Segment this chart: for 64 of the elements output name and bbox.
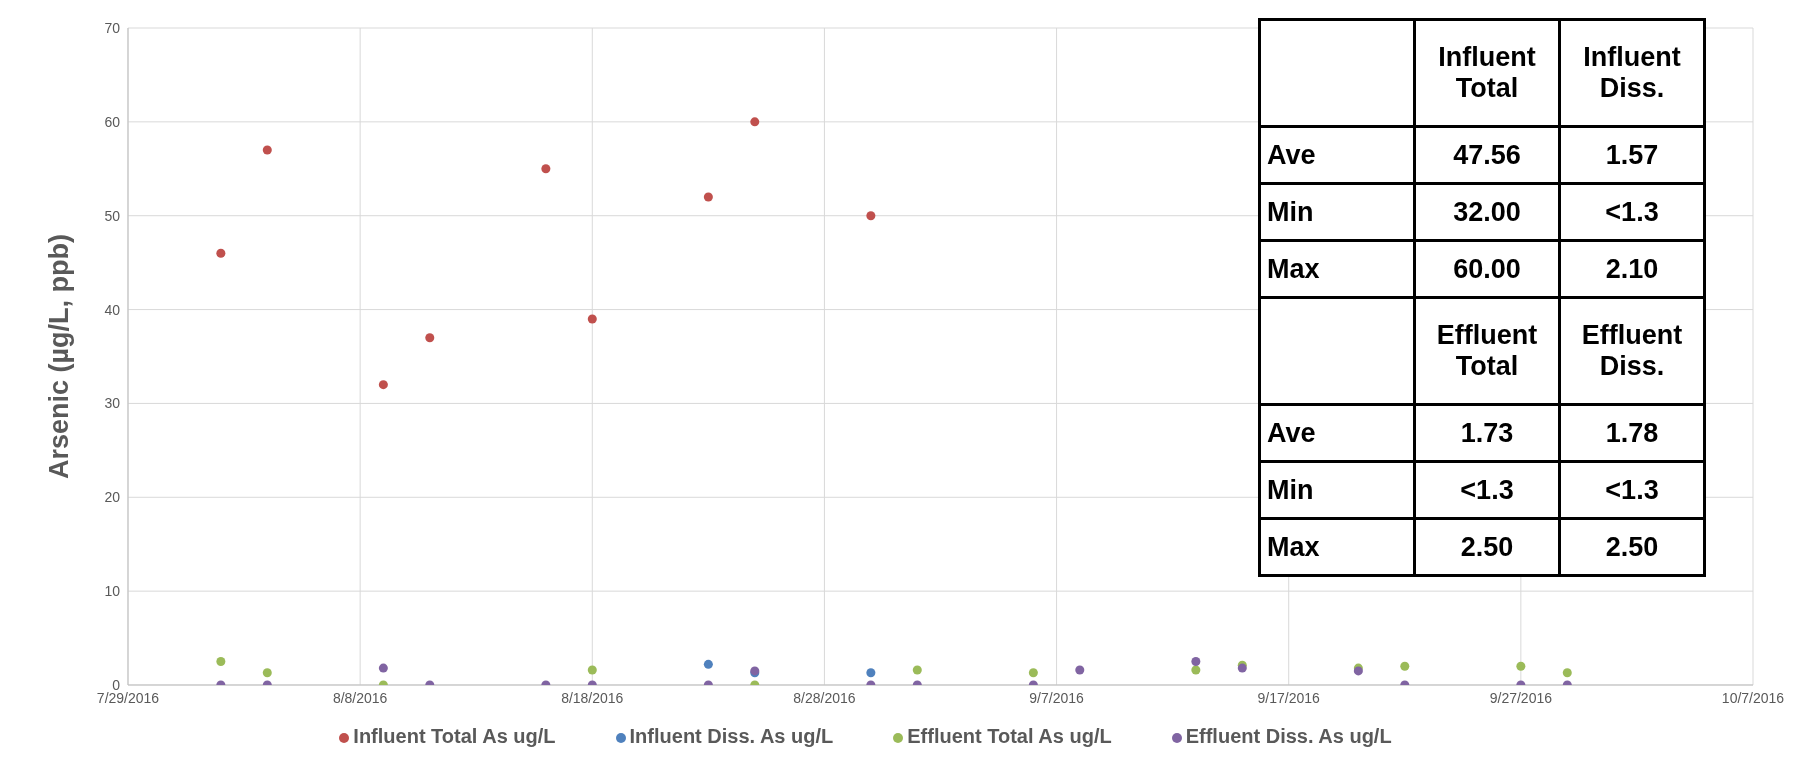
annotation: Effluent Total xyxy=(1414,297,1560,405)
annotation: Influent Total xyxy=(1414,19,1560,127)
point xyxy=(216,248,226,258)
annotation: 32.00 xyxy=(1414,183,1560,241)
annotation: Max xyxy=(1259,240,1415,298)
annotation: <1.3 xyxy=(1559,183,1705,241)
annotation: Min xyxy=(1259,183,1415,241)
legend-label: Effluent Diss. As ug/L xyxy=(1185,725,1392,747)
y-tick-label: 10 xyxy=(104,583,121,600)
point xyxy=(703,192,713,202)
point xyxy=(703,659,713,669)
legend-label: Influent Total As ug/L xyxy=(353,725,556,747)
point xyxy=(262,668,272,678)
y-tick-label: 20 xyxy=(104,489,121,506)
x-tick-label: 9/27/2016 xyxy=(1489,689,1553,706)
x-tick-label: 8/28/2016 xyxy=(793,689,856,706)
x-tick-label: 9/7/2016 xyxy=(1029,689,1085,706)
annotation: <1.3 xyxy=(1559,461,1705,519)
point xyxy=(425,333,435,343)
annotation: Ave xyxy=(1259,404,1415,462)
point xyxy=(262,145,272,155)
annotation: 2.50 xyxy=(1414,518,1560,576)
point xyxy=(1075,665,1085,675)
y-axis-title: Arsenic (µg/L, ppb) xyxy=(43,233,74,480)
x-tick-label: 8/8/2016 xyxy=(332,689,388,706)
annotation: 60.00 xyxy=(1414,240,1560,298)
point xyxy=(378,663,388,673)
annotation: Influent Diss. xyxy=(1559,19,1705,127)
annotation: 1.73 xyxy=(1414,404,1560,462)
x-tick-label: 8/18/2016 xyxy=(561,689,624,706)
x-tick-label: 9/17/2016 xyxy=(1257,689,1321,706)
y-tick-label: 50 xyxy=(104,207,121,224)
point xyxy=(587,665,597,675)
point xyxy=(216,657,226,667)
annotation: Max xyxy=(1259,518,1415,576)
annotation: 1.57 xyxy=(1559,126,1705,184)
annotation: <1.3 xyxy=(1414,461,1560,519)
legend-label: Influent Diss. As ug/L xyxy=(629,725,834,747)
y-tick-label: 60 xyxy=(104,113,121,130)
point xyxy=(912,665,922,675)
y-tick-label: 30 xyxy=(104,395,121,412)
point xyxy=(1562,668,1572,678)
point xyxy=(1191,657,1201,667)
point xyxy=(1191,665,1201,675)
annotation: Ave xyxy=(1259,126,1415,184)
point xyxy=(866,211,876,221)
y-tick-label: 70 xyxy=(104,19,121,36)
annotation: 47.56 xyxy=(1414,126,1560,184)
annotation: 1.78 xyxy=(1559,404,1705,462)
point xyxy=(1400,661,1410,671)
annotation: Effluent Diss. xyxy=(1559,297,1705,405)
point xyxy=(750,117,760,127)
point xyxy=(1028,668,1038,678)
point xyxy=(587,314,597,324)
point xyxy=(378,380,388,390)
annotation: Min xyxy=(1259,461,1415,519)
point xyxy=(1516,661,1526,671)
legend-label: Effluent Total As ug/L xyxy=(907,725,1112,747)
annotation: 2.10 xyxy=(1559,240,1705,298)
x-tick-label: 10/7/2016 xyxy=(1721,689,1785,706)
point xyxy=(866,668,876,678)
y-tick-label: 40 xyxy=(104,301,121,318)
annotation: 2.50 xyxy=(1559,518,1705,576)
point xyxy=(541,164,551,174)
